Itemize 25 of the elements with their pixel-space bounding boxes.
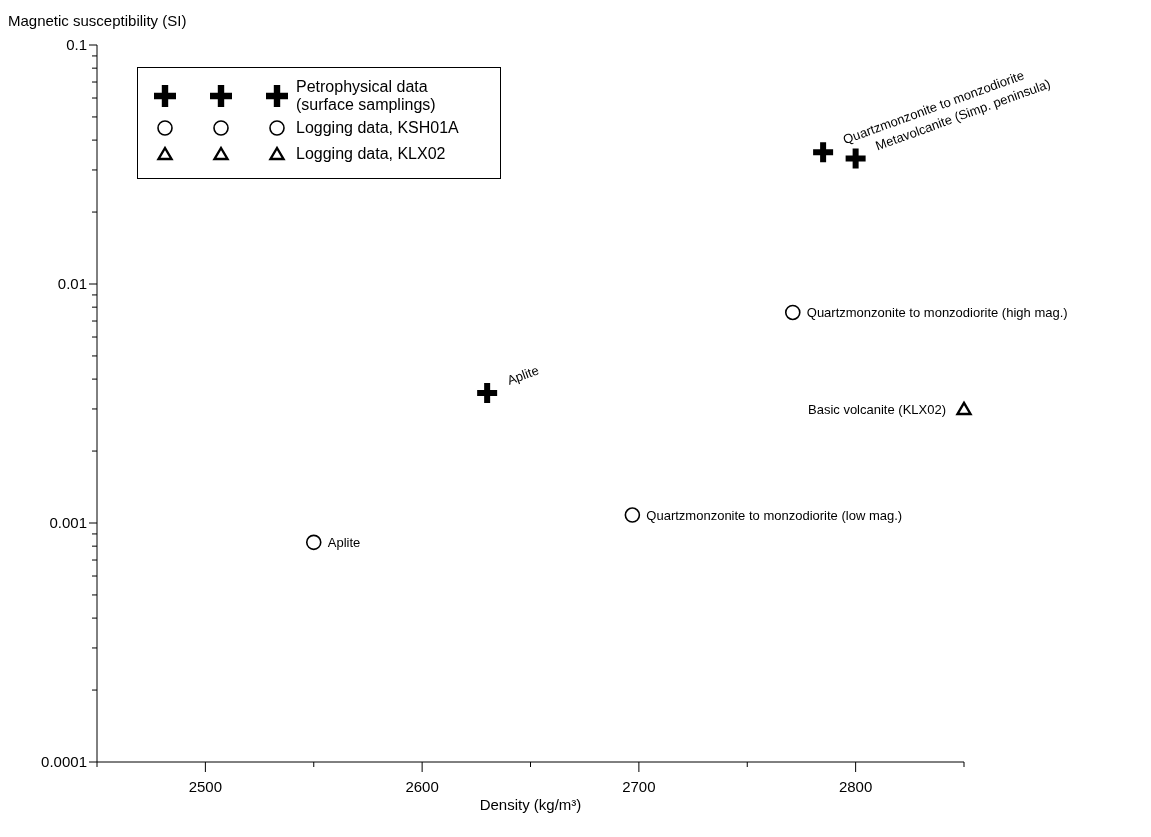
point bbox=[813, 142, 834, 163]
y-axis-title: Magnetic susceptibility (SI) bbox=[8, 12, 187, 29]
x-axis-title: Density (kg/m³) bbox=[479, 796, 582, 813]
point bbox=[624, 507, 641, 523]
annotation: Aplite bbox=[505, 362, 541, 388]
annotation: Basic volcanite (KLX02) bbox=[807, 401, 946, 417]
annotation: Quartzmonzonite to monzodiorite (high mag.) bbox=[806, 305, 1068, 321]
point bbox=[305, 534, 322, 551]
point bbox=[845, 148, 866, 169]
point bbox=[956, 401, 972, 416]
x-tick-label: 2700 bbox=[622, 778, 656, 795]
annotation: Aplite bbox=[327, 534, 361, 550]
y-tick-label: 0.001 bbox=[49, 514, 87, 532]
point bbox=[477, 382, 498, 403]
legend-label: Logging data, KSH01A bbox=[296, 119, 460, 137]
legend-label: Logging data, KLX02 bbox=[296, 145, 447, 163]
legend-label: Petrophysical data (surface samplings) bbox=[296, 78, 437, 114]
x-tick-label: 2500 bbox=[188, 778, 223, 795]
y-tick-label: 0.1 bbox=[66, 36, 87, 54]
y-tick-label: 0.0001 bbox=[41, 753, 87, 771]
y-tick-label: 0.01 bbox=[57, 275, 87, 293]
x-tick-label: 2800 bbox=[838, 778, 873, 795]
point bbox=[784, 304, 801, 321]
x-tick-label: 2600 bbox=[405, 778, 439, 795]
annotation: Quartzmonzonite to monzodiorite (low mag.) bbox=[646, 507, 903, 523]
